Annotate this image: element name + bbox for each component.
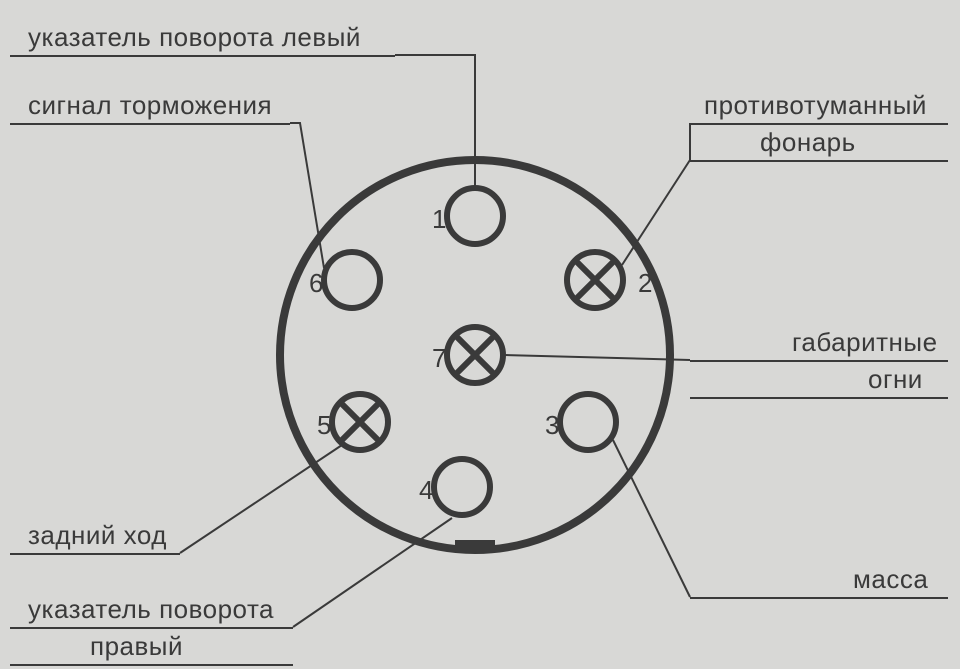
pin-number-6: 6 <box>309 268 323 299</box>
label-pin-3: масса <box>853 564 928 595</box>
label-pin-7-line2: огни <box>868 364 923 395</box>
label-pin-5: задний ход <box>28 520 167 551</box>
pin-number-2: 2 <box>638 268 652 299</box>
label-underline-2 <box>690 123 948 125</box>
label-underline-5 <box>10 553 180 555</box>
label-underline-7-line2 <box>690 397 948 399</box>
label-underline-6 <box>10 123 290 125</box>
pin-number-3: 3 <box>545 410 559 441</box>
label-underline-3 <box>690 597 948 599</box>
pin-number-4: 4 <box>419 475 433 506</box>
label-underline-7 <box>690 360 948 362</box>
label-pin-2-line2: фонарь <box>760 127 856 158</box>
label-pin-4: указатель поворота <box>28 594 274 625</box>
label-underline-4-line2 <box>10 664 293 666</box>
label-underline-1 <box>10 55 395 57</box>
pin-number-7: 7 <box>432 343 446 374</box>
label-underline-2-line2 <box>690 160 948 162</box>
label-pin-6: сигнал торможения <box>28 90 272 121</box>
pin-number-1: 1 <box>432 204 446 235</box>
label-pin-2: противотуманный <box>704 90 927 121</box>
pin-number-5: 5 <box>317 410 331 441</box>
label-pin-7: габаритные <box>792 327 938 358</box>
label-pin-4-line2: правый <box>90 631 183 662</box>
label-pin-1: указатель поворота левый <box>28 22 361 53</box>
label-underline-4 <box>10 627 293 629</box>
